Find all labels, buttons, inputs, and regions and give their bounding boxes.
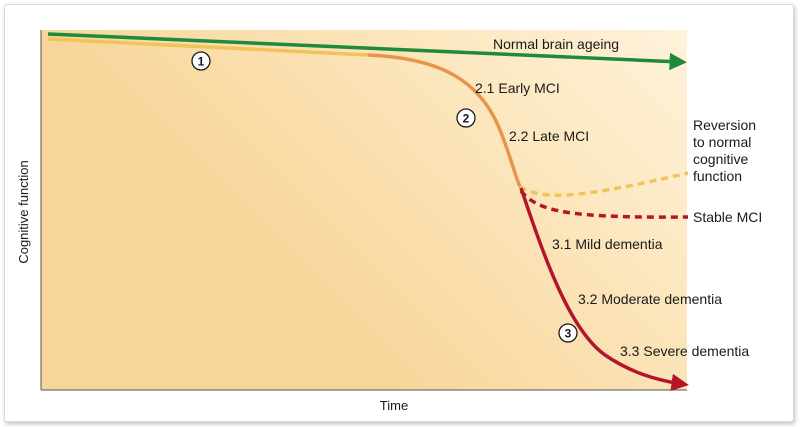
stage1-line [47,37,369,57]
early-mci-label: 2.1 Early MCI [475,80,560,96]
mci-decline-line [367,53,522,188]
reversion-label: Reversion to normal cognitive function [693,117,760,184]
x-axis-title: Time [380,398,408,413]
svg-text:2: 2 [463,112,470,126]
svg-text:3: 3 [565,327,572,341]
moderate-dementia-label: 3.2 Moderate dementia [578,291,722,307]
stage-1-marker: 1 [191,51,211,71]
reversion-label-line3: cognitive [693,151,748,167]
severe-dementia-label: 3.3 Severe dementia [620,343,749,359]
late-mci-label: 2.2 Late MCI [509,128,589,144]
dementia-decline-line [519,187,689,392]
normal-ageing-label: Normal brain ageing [493,36,619,52]
plot-area [41,30,687,390]
y-axis-title: Cognitive function [16,160,31,263]
normal-ageing-line [47,32,687,71]
svg-text:1: 1 [198,55,205,69]
reversion-label-line1: Reversion [693,117,756,133]
reversion-label-line4: function [693,168,742,184]
reversion-line [519,171,689,197]
reversion-label-line2: to normal [693,134,751,150]
stable-mci-label: Stable MCI [693,209,762,225]
stage-3-marker: 3 [558,323,578,343]
stable-mci-line [519,189,689,219]
mild-dementia-label: 3.1 Mild dementia [552,236,663,252]
stage-2-marker: 2 [456,108,476,128]
